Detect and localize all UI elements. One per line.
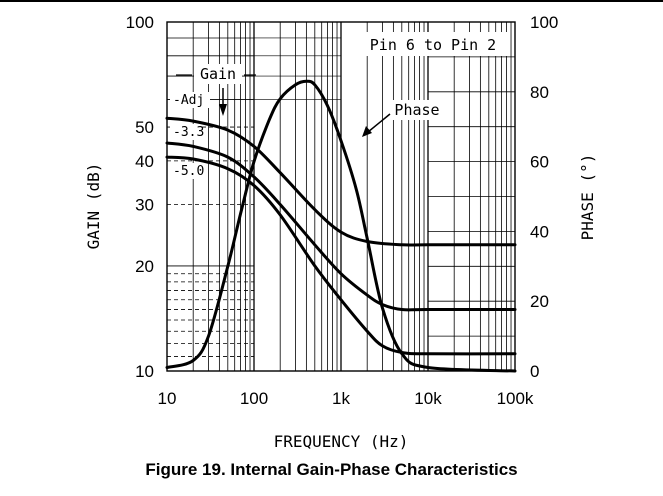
x-tick-label: 1k: [332, 389, 350, 408]
gain-annotation-box: [194, 64, 242, 84]
x-tick-label: 100: [240, 389, 268, 408]
gain-annotation: Gain: [200, 65, 236, 83]
y-left-tick-label: 30: [135, 195, 154, 214]
gain-line-adj: [165, 116, 517, 247]
y-left-tick-label: 20: [135, 257, 154, 276]
phase-annotation: Phase: [394, 101, 439, 119]
phase-annotation-box: [388, 100, 446, 120]
series-label-3v3: -3.3: [173, 125, 204, 140]
series-lines: [165, 79, 517, 373]
phase-arrow-head: [362, 126, 372, 137]
y-left-tick-label: 40: [135, 152, 154, 171]
plot-frame: [166, 21, 516, 372]
y-right-tick-label: 80: [530, 83, 549, 102]
gain-arrow-head: [219, 104, 227, 116]
y-right-tick-label: 20: [530, 292, 549, 311]
x-tick-label: 100k: [497, 389, 534, 408]
x-axis-label: FREQUENCY (Hz): [274, 432, 409, 451]
y-right-tick-label: 0: [530, 362, 539, 381]
y-right-tick-label: 60: [530, 153, 549, 172]
figure-caption: Figure 19. Internal Gain-Phase Character…: [145, 460, 518, 479]
y-right-tick-label: 100: [530, 13, 558, 32]
series-label-box-5v0: [170, 163, 200, 179]
y-left-tick-label: 100: [126, 13, 154, 32]
condition-label-box: [356, 32, 510, 56]
y-left-tick-label: 50: [135, 118, 154, 137]
condition-label: Pin 6 to Pin 2: [370, 36, 496, 54]
y-left-axis-label: GAIN (dB): [84, 163, 103, 250]
y-left-tick-label: 10: [135, 362, 154, 381]
gain-line-3-3: [165, 141, 517, 312]
phase-arrow-shaft: [367, 113, 391, 133]
x-tick-label: 10: [158, 389, 177, 408]
series-label-box-adj: [170, 92, 210, 108]
series-label-5v0: -5.0: [173, 164, 204, 179]
series-label-box-3v3: [170, 124, 200, 140]
phase-line: [165, 79, 517, 373]
tick-labels: 10 100 1k 10k 100k 10 20 30 40 50 100 0 20 40 60 80 100: [126, 13, 559, 408]
y-right-tick-label: 40: [530, 222, 549, 241]
series-label-adj: -Adj: [173, 93, 204, 108]
x-tick-label: 10k: [414, 389, 442, 408]
y-right-axis-label: PHASE (°): [578, 154, 597, 241]
gain-line-5-0: [165, 155, 517, 356]
